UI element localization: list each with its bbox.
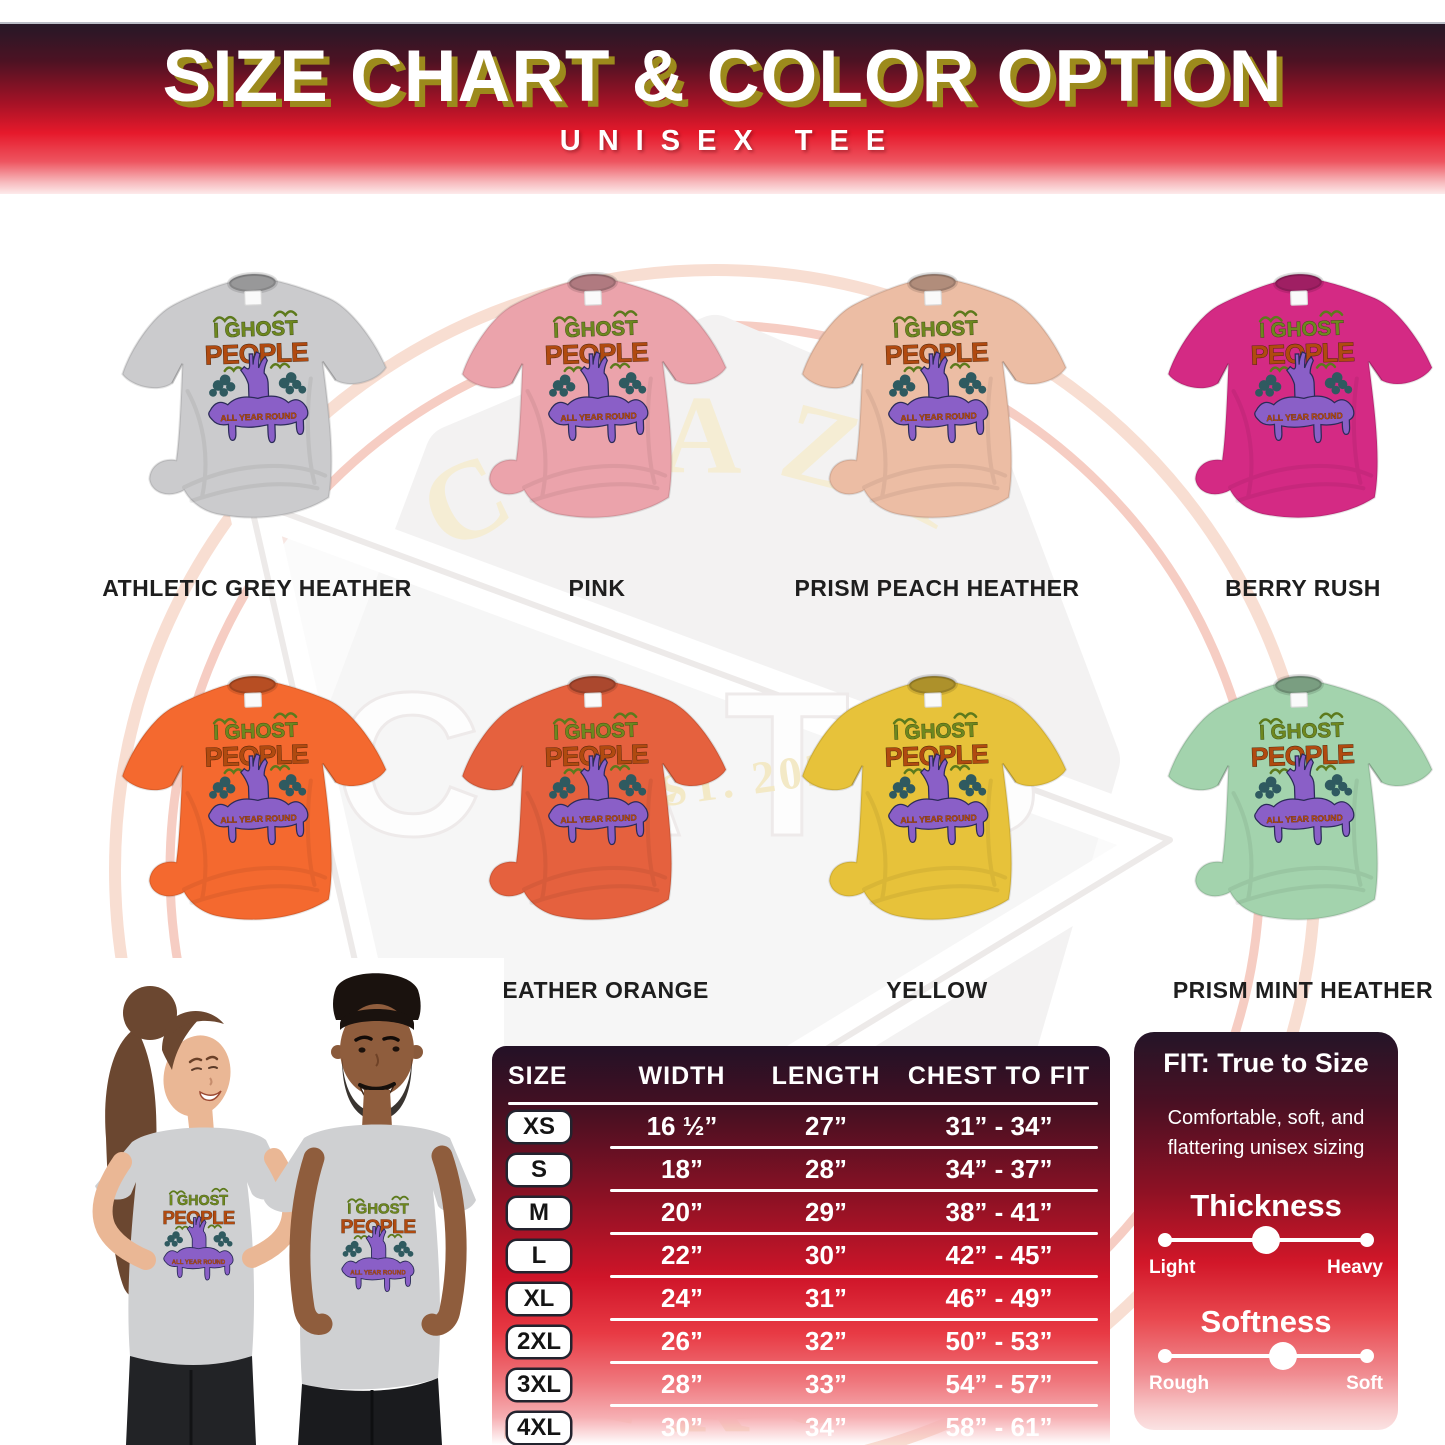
thickness-slider[interactable] xyxy=(1158,1225,1374,1255)
softness-minmax: Rough Soft xyxy=(1149,1373,1383,1395)
chest-value: 54” - 57” xyxy=(945,1369,1053,1399)
chest-value: 34” - 37” xyxy=(945,1154,1053,1184)
size-badge: M xyxy=(508,1197,570,1228)
size-badge: 3XL xyxy=(508,1369,571,1400)
tee-card: ATHLETIC GREY HEATHER xyxy=(92,254,422,604)
width-value: 16 ½” xyxy=(646,1111,718,1141)
width-value: 20” xyxy=(661,1197,703,1227)
softness-handle[interactable] xyxy=(1268,1342,1297,1371)
col-header-chest: CHEST TO FIT xyxy=(907,1061,1091,1090)
slider-max-dot xyxy=(1360,1233,1374,1248)
chest-value: 31” - 34” xyxy=(945,1111,1053,1141)
width-value: 30” xyxy=(661,1412,703,1442)
tee-card: PRISM MINT HEATHER xyxy=(1138,656,1445,1006)
thickness-min: Light xyxy=(1149,1257,1196,1279)
tee-image xyxy=(92,254,422,570)
length-value: 27” xyxy=(805,1111,847,1141)
slider-min-dot xyxy=(1158,1349,1172,1364)
fit-panel: FIT: True to Size Comfortable, soft, and… xyxy=(1134,1032,1398,1430)
width-value: 26” xyxy=(661,1326,703,1356)
slider-min-dot xyxy=(1158,1233,1172,1248)
tee-card: ORANGE xyxy=(92,656,422,1006)
table-row: 3XL 28” 33” 54” - 57” xyxy=(492,1363,1110,1407)
header-banner: SIZE CHART & COLOR OPTION UNISEX TEE xyxy=(0,22,1445,194)
size-badge: S xyxy=(508,1154,570,1185)
slider-max-dot xyxy=(1360,1349,1374,1364)
chest-value: 50” - 53” xyxy=(945,1326,1053,1356)
table-row: 4XL 30” 34” 58” - 61” xyxy=(492,1406,1110,1445)
color-name: YELLOW xyxy=(886,977,988,1003)
tee-image xyxy=(772,254,1102,570)
col-header-width: WIDTH xyxy=(638,1061,726,1090)
length-value: 28” xyxy=(805,1154,847,1184)
table-row: 2XL 26” 32” 50” - 53” xyxy=(492,1320,1110,1364)
size-table-header: SIZE WIDTH LENGTH CHEST TO FIT xyxy=(492,1046,1110,1098)
tee-card: PRISM PEACH HEATHER xyxy=(772,254,1102,604)
softness-slider[interactable] xyxy=(1158,1341,1374,1371)
width-value: 24” xyxy=(661,1283,703,1313)
length-value: 33” xyxy=(805,1369,847,1399)
page-title: SIZE CHART & COLOR OPTION xyxy=(162,36,1283,117)
tee-image xyxy=(432,254,762,570)
width-value: 18” xyxy=(661,1154,703,1184)
model-man xyxy=(264,973,476,1445)
header-rule xyxy=(508,1102,1098,1105)
size-badge: 2XL xyxy=(508,1326,571,1357)
length-value: 32” xyxy=(805,1326,847,1356)
slider-track xyxy=(1161,1354,1371,1359)
chest-value: 58” - 61” xyxy=(945,1412,1053,1442)
thickness-label: Thickness xyxy=(1190,1188,1342,1223)
length-value: 30” xyxy=(805,1240,847,1270)
color-name: ATHLETIC GREY HEATHER xyxy=(102,575,412,601)
table-row: S 18” 28” 34” - 37” xyxy=(492,1148,1110,1192)
tee-image xyxy=(1138,656,1445,972)
tee-card: PINK xyxy=(432,254,762,604)
model-woman xyxy=(92,986,303,1445)
color-name: PRISM PEACH HEATHER xyxy=(794,575,1080,601)
color-name: PINK xyxy=(568,575,626,601)
color-name: HEATHER ORANGE xyxy=(485,977,709,1003)
color-name: PRISM MINT HEATHER xyxy=(1172,977,1434,1003)
table-row: XS 16 ½” 27” 31” - 34” xyxy=(492,1105,1110,1149)
length-value: 34” xyxy=(805,1412,847,1442)
tee-image xyxy=(772,656,1102,972)
page-subtitle: UNISEX TEE xyxy=(559,125,903,157)
chest-value: 46” - 49” xyxy=(945,1283,1053,1313)
tee-card: HEATHER ORANGE xyxy=(432,656,762,1006)
col-header-size: SIZE xyxy=(508,1061,568,1090)
table-row: L 22” 30” 42” - 45” xyxy=(492,1234,1110,1278)
table-row: XL 24” 31” 46” - 49” xyxy=(492,1277,1110,1321)
chest-value: 38” - 41” xyxy=(945,1197,1053,1227)
chest-value: 42” - 45” xyxy=(945,1240,1053,1270)
models-photo xyxy=(4,958,504,1445)
width-value: 28” xyxy=(661,1369,703,1399)
thickness-max: Heavy xyxy=(1327,1257,1383,1279)
softness-min: Rough xyxy=(1149,1373,1210,1395)
size-chart-table: SIZE WIDTH LENGTH CHEST TO FIT XS 16 ½” … xyxy=(492,1046,1110,1445)
fit-description: Comfortable, soft, and flattering unisex… xyxy=(1167,1107,1365,1159)
tee-card: YELLOW xyxy=(772,656,1102,1006)
table-row: M 20” 29” 38” - 41” xyxy=(492,1191,1110,1235)
width-value: 22” xyxy=(661,1240,703,1270)
tee-card: BERRY RUSH xyxy=(1138,254,1445,604)
length-value: 31” xyxy=(805,1283,847,1313)
size-badge: 4XL xyxy=(508,1412,571,1443)
size-badge: XL xyxy=(508,1283,570,1314)
length-value: 29” xyxy=(805,1197,847,1227)
fit-title: FIT: True to Size xyxy=(1163,1048,1369,1078)
color-name: BERRY RUSH xyxy=(1225,575,1381,601)
softness-label: Softness xyxy=(1200,1304,1332,1340)
col-header-length: LENGTH xyxy=(771,1061,881,1090)
size-badge: XS xyxy=(508,1111,570,1142)
thickness-minmax: Light Heavy xyxy=(1149,1257,1383,1279)
size-badge: L xyxy=(508,1240,570,1271)
tee-image xyxy=(92,656,422,972)
tee-image xyxy=(432,656,762,972)
tee-image xyxy=(1138,254,1445,570)
thickness-handle[interactable] xyxy=(1252,1226,1280,1255)
softness-max: Soft xyxy=(1346,1373,1383,1395)
